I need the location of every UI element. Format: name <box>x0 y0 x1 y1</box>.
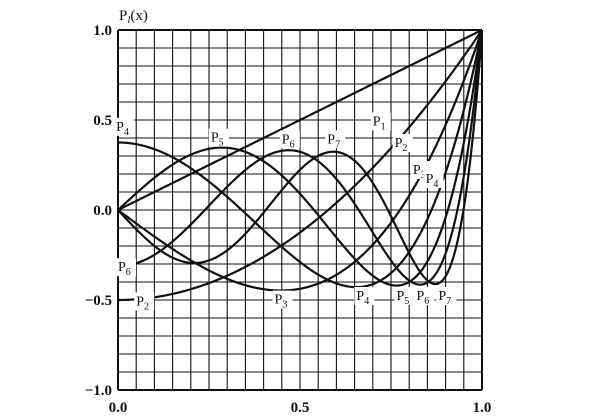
curve-label-background <box>208 128 229 147</box>
curve-label-p7: P7 <box>327 132 340 150</box>
curve-label-p5: P5 <box>396 289 409 307</box>
x-tick-label: 1.0 <box>473 400 492 416</box>
curve-label-p2: P2 <box>395 136 408 154</box>
series-line-p6 <box>117 29 484 286</box>
curve-label-background <box>279 130 300 149</box>
curve-label-p6: P6 <box>118 260 131 278</box>
curve-label-background <box>436 287 457 305</box>
tick-labels: 0.0 0.5 1.0 1.0 0.5 0.0 −0.5 −1.0 <box>85 23 492 416</box>
grid <box>117 29 483 391</box>
curve-label-p4: P4 <box>116 120 129 138</box>
y-tick-label: −0.5 <box>85 293 112 309</box>
y-tick-label: 0.5 <box>93 113 112 129</box>
curve-label-background <box>370 112 391 131</box>
x-tick-label: 0.0 <box>109 400 128 416</box>
curve-label-background <box>134 292 155 311</box>
curve-label-p3: P3 <box>275 293 288 311</box>
curve-label-background <box>394 287 415 305</box>
y-tick-label: −1.0 <box>85 383 112 399</box>
curve-label-background <box>325 130 346 149</box>
series-line-p5 <box>117 29 484 287</box>
y-tick-label: 0.0 <box>93 203 112 219</box>
y-axis-title: Pl(x) <box>119 8 148 26</box>
curve-label-p7: P7 <box>438 289 451 307</box>
series-line-p7 <box>117 29 484 286</box>
curve-label-p6: P6 <box>282 132 295 150</box>
curve-label-background <box>354 287 375 305</box>
x-tick-label: 0.5 <box>291 400 310 416</box>
series-line-p2 <box>118 29 483 302</box>
curve-label-background <box>272 290 293 309</box>
curve-label-background <box>423 170 444 188</box>
curve-label-p4: P4 <box>426 172 439 190</box>
y-tick-label: 1.0 <box>93 23 112 39</box>
curve-label-p6: P6 <box>416 289 429 307</box>
curve-label-p2: P2 <box>136 294 149 312</box>
curve-label-p5: P5 <box>211 131 224 149</box>
curve-label-background <box>114 117 135 136</box>
curve-label-p3: P3 <box>413 163 426 181</box>
series-line-p1 <box>117 29 483 211</box>
curve-label-background <box>392 134 413 152</box>
curve-label-background <box>116 258 136 277</box>
curve-label-background <box>414 287 435 305</box>
curve-label-p1: P1 <box>373 114 386 132</box>
curve-label-p4: P4 <box>356 289 369 307</box>
